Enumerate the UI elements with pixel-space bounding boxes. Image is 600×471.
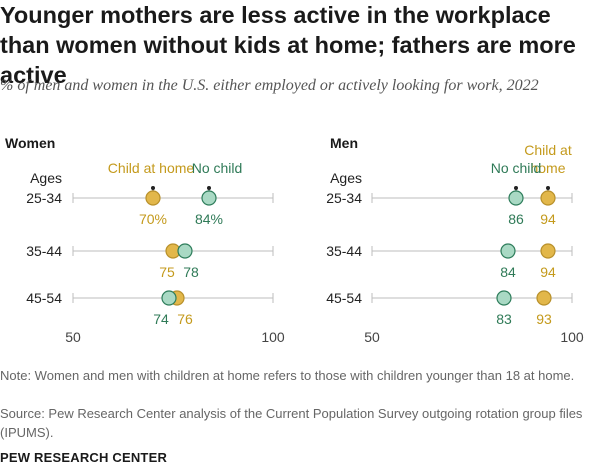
men-child-at-home-value-label: 94 [540, 264, 556, 280]
men-panel-title: Men [330, 135, 358, 151]
men-age-label: 45-54 [326, 290, 362, 306]
women-age-label: 45-54 [26, 290, 62, 306]
men-child-at-home-value-label: 94 [540, 211, 556, 227]
footer-brand: PEW RESEARCH CENTER [0, 450, 168, 465]
women-age-label: 35-44 [26, 243, 62, 259]
men-child-pointer-dot [546, 186, 550, 190]
women-no-child-dot [161, 290, 177, 306]
chart-note: Note: Women and men with children at hom… [0, 368, 575, 383]
men-ages-header: Ages [330, 170, 362, 186]
men-no-child-value-label: 86 [508, 211, 524, 227]
men-child-at-home-dot [536, 290, 552, 306]
men-tick-label: 100 [560, 329, 584, 345]
men-child-at-home-label-line: Child at [524, 142, 572, 158]
chart-source: Source: Pew Research Center analysis of … [0, 406, 583, 440]
women-child-at-home-value-label: 75 [159, 264, 175, 280]
women-panel-title: Women [5, 135, 55, 151]
men-age-label: 25-34 [326, 190, 362, 206]
men-age-label: 35-44 [326, 243, 362, 259]
men-tick-label: 50 [364, 329, 380, 345]
women-no-child-dot [201, 190, 217, 206]
women-child-at-home-value-label: 76 [177, 311, 193, 327]
men-no-child-value-label: 84 [500, 264, 516, 280]
women-no-child-series-label: No child [192, 160, 243, 176]
men-child-at-home-label-line: home [530, 160, 565, 176]
chart-subtitle: % of men and women in the U.S. either em… [0, 77, 539, 94]
men-child-at-home-dot [540, 243, 556, 259]
men-no-child-value-label: 83 [496, 311, 512, 327]
women-no-child-value-label: 74 [153, 311, 169, 327]
men-child-at-home-dot [540, 190, 556, 206]
men-no-child-series-label: No child [491, 160, 542, 176]
men-no-child-dot [508, 190, 524, 206]
women-no-child-dot [177, 243, 193, 259]
women-no-child-value-label: 84% [195, 211, 223, 227]
men-nochild-pointer-dot [514, 186, 518, 190]
men-no-child-dot [496, 290, 512, 306]
men-child-at-home-series-label: Child at home [524, 142, 572, 176]
men-no-child-dot [500, 243, 516, 259]
women-no-child-value-label: 78 [183, 264, 199, 280]
women-child-at-home-value-label: 70% [139, 211, 167, 227]
women-ages-header: Ages [30, 170, 62, 186]
women-age-label: 25-34 [26, 190, 62, 206]
women-tick-label: 50 [65, 329, 81, 345]
women-child-pointer-dot [151, 186, 155, 190]
chart-title: Younger mothers are less active in the w… [0, 2, 576, 88]
women-nochild-pointer-dot [207, 186, 211, 190]
men-child-at-home-value-label: 93 [536, 311, 552, 327]
women-child-at-home-dot [145, 190, 161, 206]
women-tick-label: 100 [261, 329, 285, 345]
women-child-at-home-series-label: Child at home [108, 160, 195, 176]
